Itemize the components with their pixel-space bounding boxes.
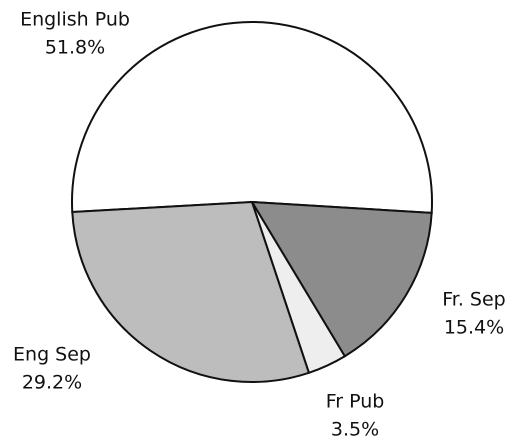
pie-slice — [71, 200, 311, 383]
slice-label: Fr Pub — [326, 391, 385, 413]
slice-label: Eng Sep — [13, 344, 91, 366]
slice-percent: 3.5% — [331, 419, 379, 441]
slice-percent: 15.4% — [444, 317, 504, 339]
slice-label: English Pub — [20, 9, 130, 31]
slice-percent: 51.8% — [45, 37, 105, 59]
slice-percent: 29.2% — [22, 372, 82, 394]
pie-slice — [250, 200, 433, 358]
pie-slice — [71, 21, 433, 214]
slice-label: Fr. Sep — [442, 289, 506, 311]
